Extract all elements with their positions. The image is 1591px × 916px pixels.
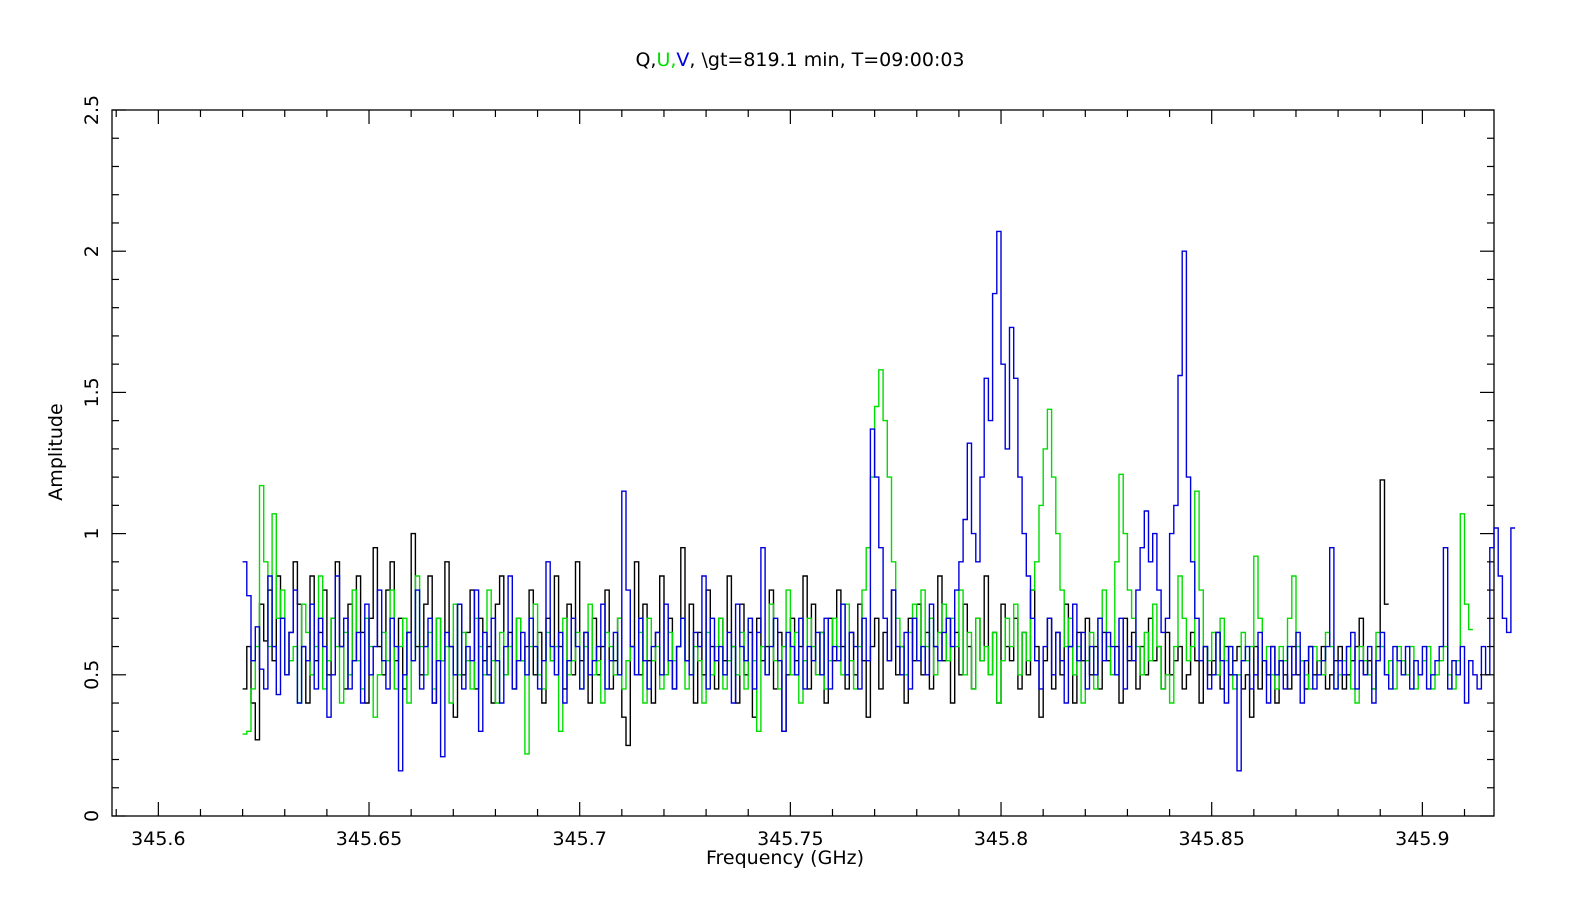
x-tick-label: 345.7 (552, 828, 606, 850)
series-V-line (242, 230, 1516, 772)
title-part-2: V (676, 49, 689, 71)
y-tick-label: 0.5 (81, 660, 103, 690)
y-axis: 0 0.5 1 1.5 2 2.5 (81, 95, 1494, 822)
plot-area: 345.6 345.65 345.7 345.75 345.8 345.85 345.9 0… (81, 95, 1516, 850)
y-tick-label: 2 (81, 245, 103, 257)
x-tick-label: 345.9 (1395, 828, 1449, 850)
x-tick-label: 345.85 (1178, 828, 1244, 850)
series-U-line (242, 369, 1473, 755)
series-Q-line (242, 479, 1389, 747)
y-tick-label: 2.5 (81, 95, 103, 125)
x-tick-label: 345.8 (974, 828, 1028, 850)
x-axis: 345.6 345.65 345.7 345.75 345.8 345.85 345.9 (115, 110, 1466, 850)
x-tick-label: 345.65 (336, 828, 402, 850)
x-tick-label: 345.6 (131, 828, 185, 850)
y-tick-label: 1.5 (81, 377, 103, 407)
y-axis-title: Amplitude (45, 403, 67, 500)
series-layer (242, 230, 1516, 772)
x-tick-label: 345.75 (757, 828, 823, 850)
chart-title: Q,U,V, \gt=819.1 min, T=09:00:03 (635, 49, 964, 71)
plot-frame (111, 109, 1495, 817)
title-part-1: U, (656, 49, 676, 71)
y-tick-label: 0 (81, 810, 103, 822)
x-axis-title: Frequency (GHz) (706, 847, 864, 869)
title-part-0: Q, (635, 49, 656, 71)
title-part-3: , \gt=819.1 min, T=09:00:03 (689, 49, 964, 71)
y-tick-label: 1 (81, 528, 103, 540)
